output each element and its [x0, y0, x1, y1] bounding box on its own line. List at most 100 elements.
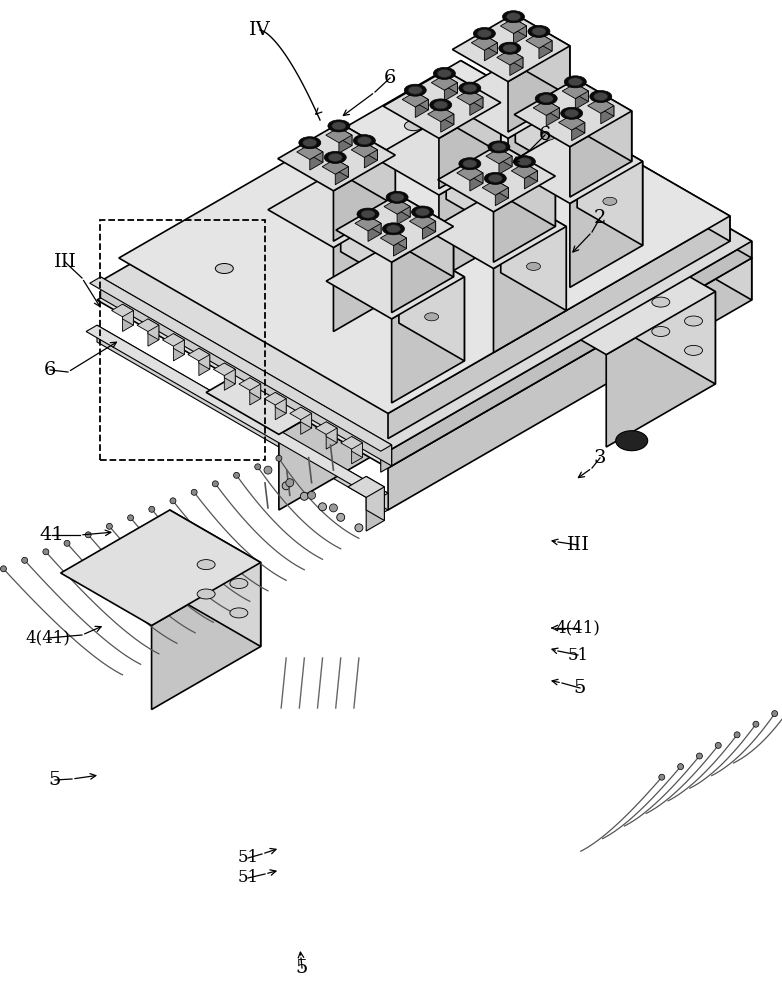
- Polygon shape: [500, 18, 526, 34]
- Polygon shape: [441, 107, 454, 125]
- Polygon shape: [339, 123, 395, 206]
- Polygon shape: [576, 91, 588, 109]
- Ellipse shape: [492, 143, 506, 151]
- Circle shape: [300, 492, 308, 500]
- Polygon shape: [445, 70, 500, 153]
- Ellipse shape: [299, 137, 321, 149]
- Polygon shape: [447, 115, 511, 237]
- Polygon shape: [174, 340, 185, 361]
- Circle shape: [1, 566, 6, 572]
- Polygon shape: [296, 144, 323, 160]
- Polygon shape: [326, 239, 465, 319]
- Ellipse shape: [526, 229, 540, 237]
- Polygon shape: [224, 363, 235, 384]
- Ellipse shape: [472, 189, 486, 197]
- Ellipse shape: [652, 297, 670, 307]
- Polygon shape: [570, 111, 632, 197]
- Circle shape: [753, 721, 759, 727]
- Circle shape: [329, 504, 338, 512]
- Polygon shape: [576, 79, 632, 161]
- Polygon shape: [351, 142, 378, 157]
- Polygon shape: [493, 227, 566, 353]
- Ellipse shape: [561, 107, 583, 119]
- Ellipse shape: [684, 345, 702, 355]
- Ellipse shape: [565, 76, 586, 88]
- Polygon shape: [500, 144, 555, 227]
- Ellipse shape: [459, 82, 481, 94]
- Polygon shape: [224, 369, 235, 390]
- Ellipse shape: [569, 78, 583, 86]
- Polygon shape: [333, 319, 406, 436]
- Polygon shape: [152, 562, 260, 710]
- Circle shape: [658, 774, 665, 780]
- Polygon shape: [381, 445, 392, 472]
- Ellipse shape: [472, 155, 486, 163]
- Ellipse shape: [433, 67, 455, 79]
- Circle shape: [170, 498, 176, 504]
- Polygon shape: [515, 58, 581, 180]
- Ellipse shape: [473, 28, 495, 40]
- Polygon shape: [352, 443, 363, 464]
- Polygon shape: [472, 35, 497, 50]
- Polygon shape: [97, 73, 752, 451]
- Circle shape: [264, 466, 272, 474]
- Polygon shape: [364, 150, 378, 168]
- Polygon shape: [576, 83, 588, 102]
- Polygon shape: [500, 189, 566, 310]
- Circle shape: [716, 742, 721, 748]
- Circle shape: [282, 482, 290, 490]
- Circle shape: [307, 491, 316, 499]
- Polygon shape: [606, 292, 716, 447]
- Ellipse shape: [463, 84, 477, 92]
- Polygon shape: [601, 106, 614, 124]
- Polygon shape: [499, 156, 512, 174]
- Ellipse shape: [404, 121, 422, 131]
- Polygon shape: [497, 50, 523, 65]
- Ellipse shape: [215, 263, 233, 273]
- Polygon shape: [397, 207, 411, 225]
- Ellipse shape: [357, 137, 371, 145]
- Polygon shape: [402, 92, 429, 107]
- Polygon shape: [515, 14, 570, 96]
- Polygon shape: [384, 199, 411, 214]
- Polygon shape: [339, 135, 352, 153]
- Polygon shape: [439, 103, 500, 189]
- Polygon shape: [461, 73, 752, 258]
- Polygon shape: [101, 277, 392, 466]
- Ellipse shape: [230, 578, 248, 588]
- Circle shape: [697, 753, 702, 759]
- Text: 5: 5: [48, 771, 61, 789]
- Polygon shape: [452, 14, 570, 82]
- Circle shape: [318, 503, 327, 511]
- Polygon shape: [199, 355, 210, 376]
- Ellipse shape: [390, 193, 404, 201]
- Polygon shape: [341, 436, 363, 449]
- Circle shape: [234, 472, 239, 478]
- Text: 5: 5: [296, 959, 308, 977]
- Polygon shape: [275, 399, 286, 420]
- Text: 6: 6: [384, 69, 396, 87]
- Polygon shape: [174, 334, 185, 355]
- Circle shape: [734, 732, 740, 738]
- Polygon shape: [428, 189, 566, 268]
- Ellipse shape: [459, 158, 481, 170]
- Polygon shape: [508, 96, 581, 222]
- Polygon shape: [438, 144, 555, 212]
- Polygon shape: [515, 239, 716, 355]
- Circle shape: [772, 711, 778, 717]
- Polygon shape: [335, 167, 348, 185]
- Polygon shape: [422, 221, 436, 239]
- Ellipse shape: [353, 135, 375, 147]
- Ellipse shape: [579, 180, 597, 190]
- Polygon shape: [290, 407, 311, 420]
- Polygon shape: [355, 216, 381, 231]
- Polygon shape: [504, 124, 643, 203]
- Polygon shape: [368, 216, 381, 234]
- Polygon shape: [441, 114, 454, 132]
- Polygon shape: [112, 304, 134, 317]
- Ellipse shape: [328, 153, 343, 161]
- Ellipse shape: [328, 120, 350, 132]
- Text: IV: IV: [249, 21, 271, 39]
- Polygon shape: [341, 168, 406, 290]
- Ellipse shape: [503, 11, 525, 23]
